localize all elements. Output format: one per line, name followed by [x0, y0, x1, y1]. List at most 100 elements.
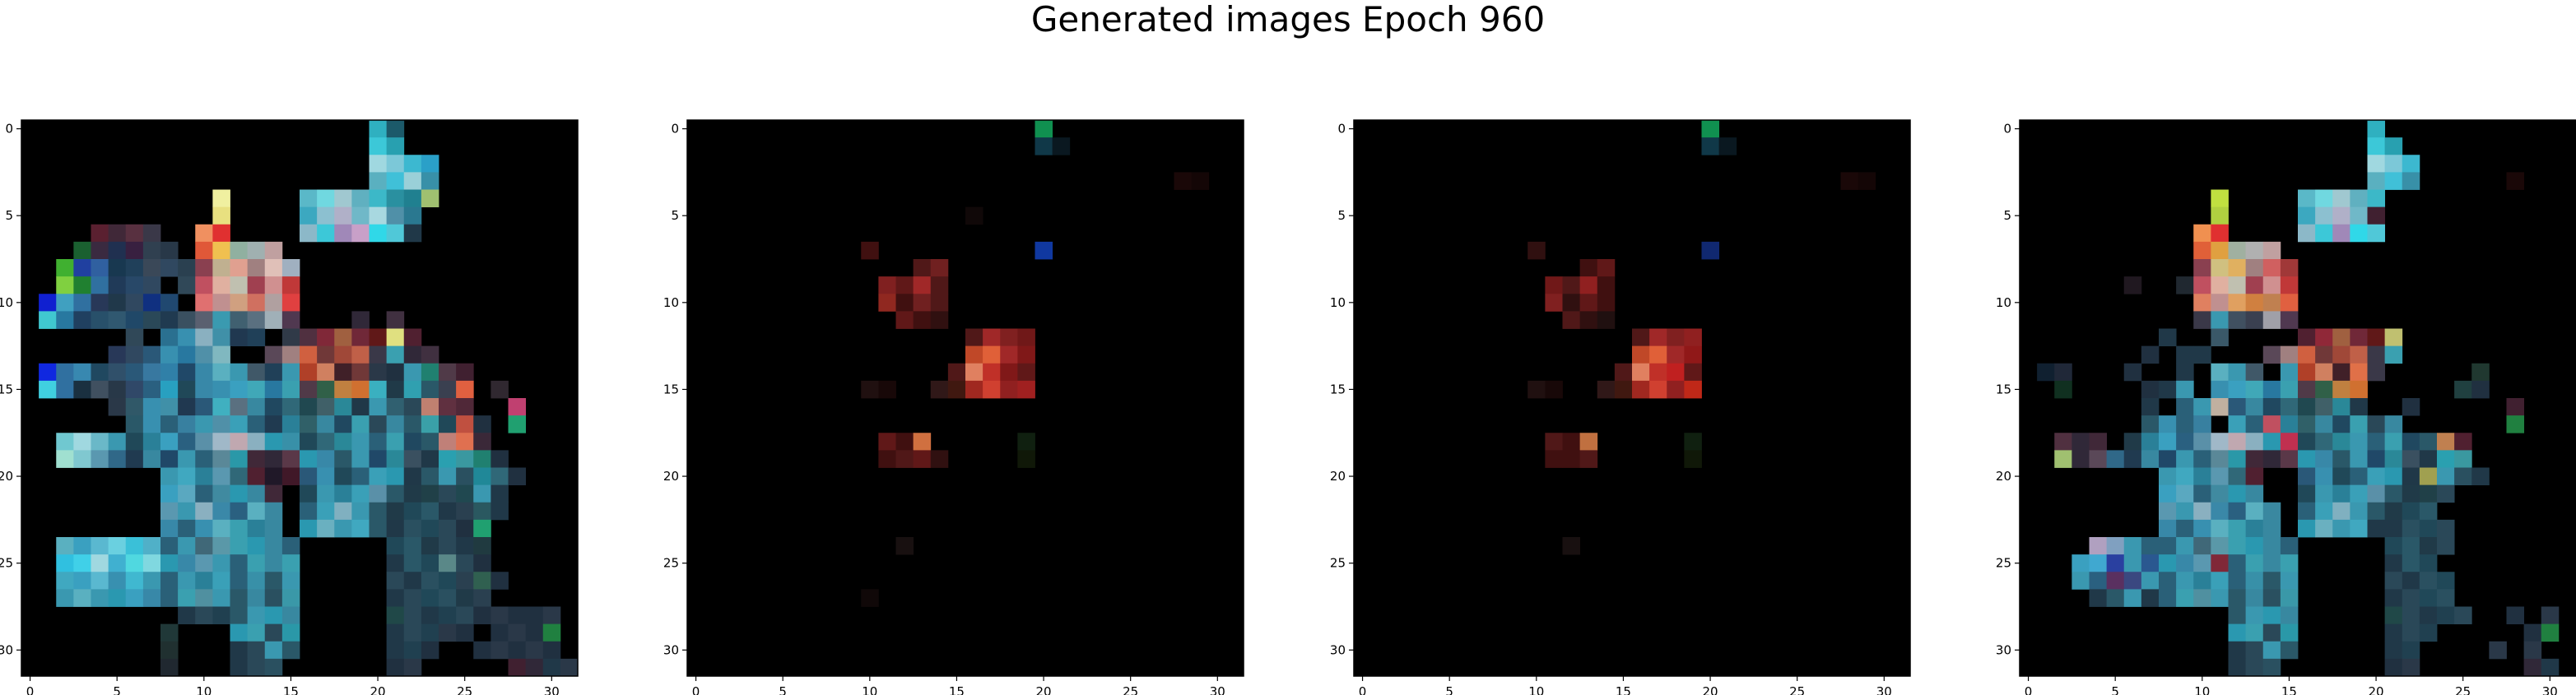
- image-pixel: [2246, 572, 2264, 590]
- image-pixel: [2211, 589, 2229, 607]
- image-pixel: [351, 433, 370, 451]
- x-tick-label: 20: [2369, 684, 2384, 695]
- image-pixel: [1580, 311, 1598, 329]
- image-pixel: [160, 433, 179, 451]
- image-pixel: [56, 381, 74, 399]
- image-pixel: [2368, 520, 2386, 538]
- image-pixel: [456, 485, 474, 503]
- image-pixel: [1174, 172, 1193, 190]
- image-pixel: [1719, 137, 1737, 155]
- image-pixel: [248, 259, 266, 277]
- image-pixel: [248, 624, 266, 642]
- image-pixel: [2263, 311, 2281, 329]
- image-pixel: [2193, 589, 2211, 607]
- image-pixel: [91, 572, 109, 590]
- image-pixel: [1597, 276, 1616, 294]
- image-pixel: [248, 554, 266, 572]
- image-pixel: [265, 276, 283, 294]
- image-pixel: [2454, 450, 2472, 468]
- image-pixel: [404, 642, 422, 660]
- image-pixel: [195, 485, 213, 503]
- image-pixel: [2332, 520, 2350, 538]
- image-pixel: [230, 242, 249, 260]
- image-pixel: [2402, 624, 2420, 642]
- image-pixel: [456, 554, 474, 572]
- image-pixel: [334, 450, 352, 468]
- image-pixel: [2211, 225, 2229, 243]
- image-pixel: [2332, 329, 2350, 347]
- image-pixel: [1545, 433, 1563, 451]
- image-pixel: [56, 259, 74, 277]
- image-pixel: [370, 120, 388, 138]
- image-pixel: [421, 398, 439, 416]
- image-pixel: [2385, 155, 2403, 173]
- image-pixel: [351, 190, 370, 208]
- image-pixel: [2193, 433, 2211, 451]
- image-pixel: [282, 294, 300, 312]
- y-tick-label: 0: [2003, 122, 2011, 137]
- image-pixel: [1035, 137, 1053, 155]
- image-pixel: [317, 381, 335, 399]
- image-pixel: [387, 624, 405, 642]
- image-pixel: [1580, 276, 1598, 294]
- image-pixel: [1527, 381, 1546, 399]
- image-pixel: [543, 659, 561, 677]
- image-pixel: [91, 225, 109, 243]
- image-pixel: [2281, 589, 2299, 607]
- image-pixel: [2124, 554, 2142, 572]
- image-pixel: [2037, 364, 2055, 382]
- image-pixel: [456, 572, 474, 590]
- image-pixel: [439, 433, 457, 451]
- image-pixel: [2315, 450, 2333, 468]
- image-pixel: [2211, 381, 2229, 399]
- image-pixel: [439, 520, 457, 538]
- image-pixel: [2298, 346, 2316, 364]
- image-pixel: [2402, 554, 2420, 572]
- image-pixel: [143, 294, 161, 312]
- image-pixel: [334, 468, 352, 486]
- image-pixel: [317, 503, 335, 521]
- image-pixel: [2211, 485, 2229, 503]
- y-tick-label: 0: [1337, 122, 1346, 137]
- image-pixel: [2350, 329, 2368, 347]
- y-tick-label: 5: [671, 208, 679, 223]
- image-pixel: [212, 311, 230, 329]
- image-pixel: [2229, 276, 2247, 294]
- image-pixel: [2489, 642, 2507, 660]
- image-pixel: [56, 364, 74, 382]
- y-tick-label: 20: [663, 469, 679, 484]
- image-pixel: [230, 503, 249, 521]
- image-pixel: [109, 311, 127, 329]
- image-pixel: [334, 485, 352, 503]
- y-tick-label: 25: [0, 556, 13, 571]
- image-pixel: [1580, 450, 1598, 468]
- image-pixel: [2176, 415, 2194, 433]
- image-pixel: [351, 468, 370, 486]
- image-pixel: [473, 468, 491, 486]
- image-pixel: [160, 311, 179, 329]
- image-pixel: [2507, 172, 2525, 190]
- image-pixel: [404, 520, 422, 538]
- image-pixel: [2071, 554, 2090, 572]
- image-pixel: [2176, 520, 2194, 538]
- image-pixel: [2229, 242, 2247, 260]
- image-pixel: [914, 450, 932, 468]
- image-pixel: [456, 589, 474, 607]
- image-pixel: [2229, 503, 2247, 521]
- image-pixel: [2402, 642, 2420, 660]
- image-pixel: [73, 294, 91, 312]
- image-pixel: [1563, 450, 1581, 468]
- image-pixel: [2454, 433, 2472, 451]
- image-pixel: [160, 398, 179, 416]
- image-pixel: [2211, 311, 2229, 329]
- image-pixel: [109, 450, 127, 468]
- x-tick-label: 15: [949, 684, 965, 695]
- image-pixel: [143, 572, 161, 590]
- image-pixel: [2229, 259, 2247, 277]
- image-pixel: [2176, 276, 2194, 294]
- image-pixel: [91, 537, 109, 555]
- image-pixel: [2246, 276, 2264, 294]
- image-pixel: [983, 364, 1001, 382]
- image-pixel: [91, 554, 109, 572]
- image-pixel: [2246, 398, 2264, 416]
